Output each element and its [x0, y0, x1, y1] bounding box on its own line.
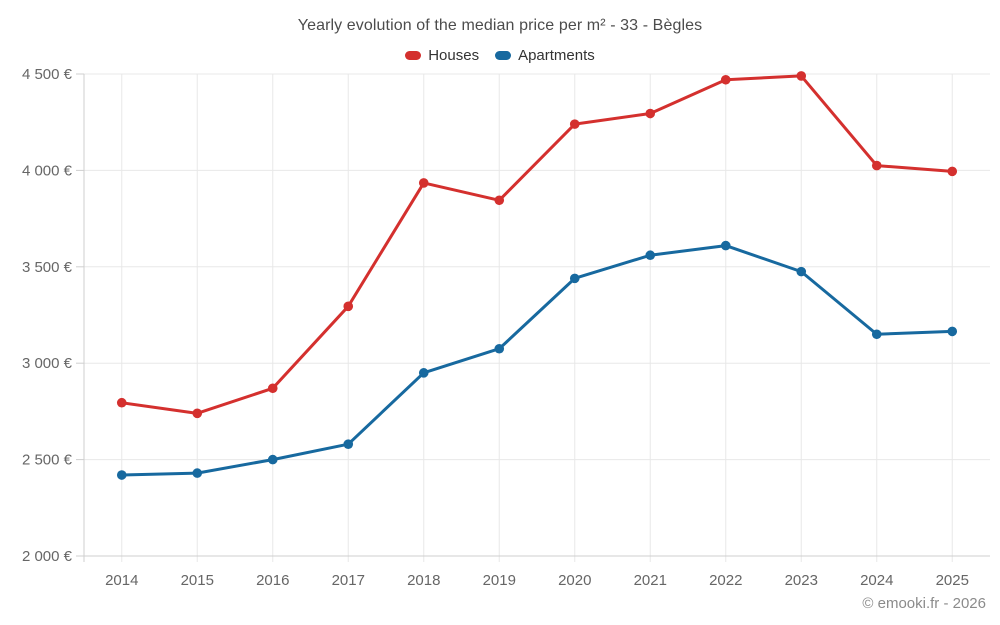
- y-axis-label: 3 000 €: [22, 355, 73, 372]
- data-point-houses-2025[interactable]: [947, 166, 958, 177]
- legend-swatch-apartments-icon: [495, 51, 512, 60]
- copyright-note: © emooki.fr - 2026: [862, 595, 986, 612]
- x-axis-label: 2025: [936, 572, 969, 589]
- series-line-apartments: [120, 244, 954, 477]
- x-axis-label: 2023: [785, 572, 818, 589]
- chart-title: Yearly evolution of the median price per…: [297, 17, 703, 34]
- data-point-apartments-2014[interactable]: [116, 470, 127, 480]
- chart-legend: Houses Apartments: [0, 47, 1000, 64]
- legend-item-apartments[interactable]: Apartments: [495, 47, 595, 64]
- data-point-houses-2019[interactable]: [494, 195, 505, 206]
- data-point-houses-2023[interactable]: [796, 71, 807, 81]
- y-axis-label: 2 000 €: [22, 548, 73, 565]
- data-point-houses-2015[interactable]: [192, 408, 203, 419]
- x-axis-label: 2024: [860, 572, 893, 589]
- data-point-apartments-2016[interactable]: [267, 454, 278, 465]
- x-axis-label: 2019: [483, 572, 516, 589]
- legend-swatch-houses-icon: [405, 51, 422, 60]
- legend-label-apartments: Apartments: [518, 47, 595, 64]
- data-point-apartments-2021[interactable]: [645, 250, 656, 261]
- series-line-houses: [120, 74, 954, 415]
- data-point-houses-2018[interactable]: [418, 178, 429, 188]
- legend-label-houses: Houses: [428, 47, 480, 64]
- data-point-apartments-2022[interactable]: [720, 240, 731, 251]
- y-axis-label: 2 500 €: [22, 452, 73, 469]
- x-axis-label: 2018: [407, 572, 440, 589]
- x-axis-label: 2020: [558, 572, 591, 589]
- x-axis-label: 2021: [634, 572, 667, 589]
- data-point-apartments-2025[interactable]: [947, 326, 958, 337]
- data-point-apartments-2019[interactable]: [494, 343, 505, 354]
- data-point-houses-2020[interactable]: [569, 119, 580, 129]
- data-point-apartments-2023[interactable]: [796, 266, 807, 277]
- data-point-apartments-2015[interactable]: [192, 468, 203, 478]
- data-point-apartments-2017[interactable]: [343, 439, 354, 449]
- legend-item-houses[interactable]: Houses: [405, 47, 479, 64]
- data-point-houses-2016[interactable]: [267, 383, 278, 394]
- data-point-apartments-2018[interactable]: [418, 368, 429, 378]
- data-point-houses-2017[interactable]: [343, 301, 354, 312]
- data-point-apartments-2020[interactable]: [569, 273, 580, 284]
- data-point-houses-2021[interactable]: [645, 108, 656, 119]
- x-axis-label: 2014: [105, 572, 138, 589]
- x-axis-label: 2015: [181, 572, 214, 589]
- y-axis-label: 4 500 €: [22, 66, 73, 83]
- y-axis-label: 3 500 €: [22, 259, 73, 276]
- data-point-houses-2022[interactable]: [720, 74, 731, 85]
- data-point-houses-2024[interactable]: [871, 160, 882, 171]
- x-axis-label: 2016: [256, 572, 289, 589]
- y-axis-label: 4 000 €: [22, 162, 73, 179]
- data-point-apartments-2024[interactable]: [871, 329, 882, 340]
- x-axis-label: 2022: [709, 572, 742, 589]
- data-point-houses-2014[interactable]: [116, 397, 127, 408]
- x-axis-label: 2017: [332, 572, 365, 589]
